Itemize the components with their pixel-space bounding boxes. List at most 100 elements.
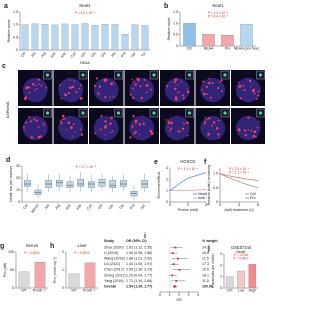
table-cell: 1.54 (1.34, 1.77) — [126, 284, 153, 288]
rna-focus — [95, 77, 98, 80]
x-tick-label: Asp — [60, 51, 67, 58]
table-cell: 11.5 — [202, 257, 209, 261]
rna-focus — [244, 134, 248, 137]
x-tick-label: NEAA (pro free) — [234, 46, 259, 50]
table-cell: 2.05 (1.30, 3.23) — [126, 268, 152, 272]
background — [0, 0, 265, 312]
bar — [41, 24, 49, 51]
x-tick-label: Gly — [119, 203, 125, 210]
annotation: P = 0.0021 — [233, 256, 249, 260]
x-tick-label: Ser — [140, 203, 147, 211]
x-tick-label: 0 — [169, 203, 171, 207]
rna-focus — [170, 121, 173, 125]
y-axis-label: Relative count — [167, 18, 171, 41]
rna-focus — [37, 135, 41, 139]
rna-focus — [239, 97, 242, 100]
annotation: P = 2.0 × 10⁻⁴ — [229, 167, 250, 171]
bar — [248, 264, 257, 289]
x-tick-label: 0 — [219, 203, 221, 207]
rna-focus — [139, 85, 142, 88]
condition-label: NEAA — [66, 71, 76, 75]
chart-title: Neat1 — [212, 3, 224, 8]
rna-focus — [167, 122, 170, 125]
rna-focus — [165, 119, 168, 121]
rna-focus — [174, 96, 178, 99]
chart-title: Liver — [77, 243, 87, 248]
y-tick-label: 0 — [216, 200, 218, 204]
y-tick-label: 0 — [18, 200, 20, 204]
rna-focus — [134, 83, 137, 86]
condition-label: Glu — [139, 71, 145, 75]
table-cell: Yang (2016) — [104, 279, 124, 283]
x-tick-label: Gly — [100, 51, 106, 58]
y-tick-label: 3 — [220, 252, 222, 256]
rna-focus — [79, 97, 83, 100]
rna-focus — [132, 81, 135, 83]
rna-focus — [145, 84, 149, 87]
rna-focus — [243, 89, 246, 92]
panel-label: c — [2, 63, 6, 70]
table-cell: 17.3 — [202, 262, 209, 266]
x-axis-label: ActD treatment (h) — [224, 208, 253, 212]
x-tick-label: Arg — [54, 203, 60, 210]
inset-focus — [187, 111, 192, 115]
rna-focus — [219, 81, 222, 83]
rna-focus — [111, 130, 114, 133]
rna-focus — [110, 82, 113, 86]
x-tick-label: Asp — [75, 203, 82, 210]
rna-focus — [132, 87, 134, 90]
rna-focus — [217, 119, 220, 122]
rna-focus — [43, 122, 45, 125]
rna-focus — [252, 136, 254, 139]
x-tick-label: Glu — [108, 203, 114, 210]
y-axis-label: Transcripts per million — [211, 253, 215, 288]
x-tick-label: Asn — [50, 51, 57, 58]
series-line — [219, 173, 259, 181]
condition-label: His — [210, 109, 215, 113]
rna-focus — [99, 128, 102, 131]
x-tick-label: Ctrl — [187, 46, 193, 50]
y-tick-label: 1.0 — [213, 172, 218, 176]
inset-focus — [187, 73, 192, 77]
y-axis-label: Neat1 foci per nucleus — [9, 166, 13, 202]
x-tick-label: NEAA — [204, 46, 214, 50]
x-tick-label: Asn — [65, 203, 72, 210]
box — [87, 181, 95, 188]
x-tick-label: 3 — [188, 293, 190, 297]
x-tick-label: Low — [238, 288, 245, 292]
rna-focus — [177, 91, 180, 94]
table-cell: Liu (2021) — [104, 262, 120, 266]
rna-focus — [180, 80, 182, 83]
rna-focus — [65, 128, 68, 131]
rna-focus — [205, 93, 208, 96]
rna-focus — [80, 84, 82, 87]
column-header: OR (95% CI) — [126, 239, 147, 243]
nucleus — [200, 77, 226, 103]
rna-focus — [110, 132, 112, 134]
x-tick-label: 0 — [159, 293, 161, 297]
x-tick-label: Arg — [40, 51, 46, 58]
x-tick-label: 1 — [169, 293, 171, 297]
rna-focus — [40, 135, 42, 138]
panel-label: g — [0, 243, 4, 250]
x-tick-label: NEAA — [31, 203, 40, 214]
estimate — [172, 263, 175, 266]
rna-focus — [108, 122, 112, 126]
table-cell: Wang (2018) — [104, 257, 125, 261]
column-header: % weight — [202, 239, 218, 243]
estimate — [178, 268, 181, 271]
rna-focus — [73, 80, 75, 82]
legend-label: Ctrl — [250, 192, 256, 196]
table-cell: Zhou (2020) — [104, 246, 124, 250]
rna-focus — [207, 117, 211, 120]
y-tick-label: 0 — [62, 286, 64, 290]
y-tick-label: 30 — [16, 164, 20, 168]
rna-focus — [218, 137, 220, 139]
condition-label: Tyr — [246, 71, 252, 75]
rna-focus — [29, 120, 32, 123]
box — [66, 181, 74, 188]
rna-focus — [35, 87, 38, 90]
rna-focus — [238, 81, 240, 84]
nucleus — [58, 77, 84, 103]
